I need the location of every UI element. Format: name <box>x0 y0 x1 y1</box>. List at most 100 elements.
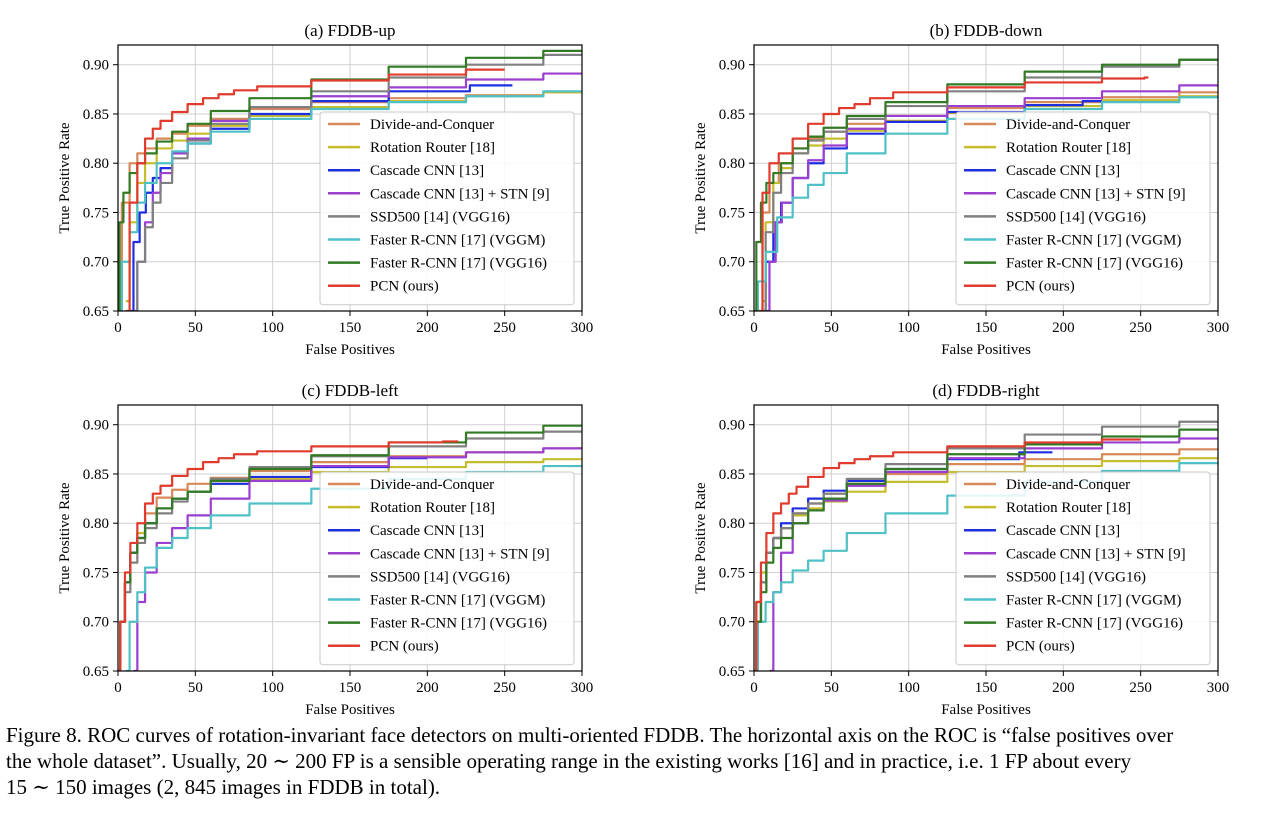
series-line-ssd500-14-vgg16 <box>761 58 1218 311</box>
series-line-pcn-ours <box>754 438 1141 671</box>
x-tick-label: 300 <box>571 680 594 696</box>
chart-title: (b) FDDB-down <box>930 21 1043 40</box>
legend-label-divide-and-conquer: Divide-and-Conquer <box>1006 477 1130 493</box>
legend-box <box>955 471 1211 666</box>
series-line-ssd500-14-vgg16 <box>133 53 582 311</box>
x-tick-label: 50 <box>188 320 203 336</box>
y-tick-label: 0.90 <box>719 58 745 74</box>
legend-label-faster-r-cnn-17-vggm: Faster R-CNN [17] (VGGM) <box>370 233 545 249</box>
x-tick-label: 150 <box>975 680 998 696</box>
legend-label-ssd500-14-vgg16: SSD500 [14] (VGG16) <box>370 569 510 585</box>
x-tick-label: 0 <box>114 680 122 696</box>
chart-title: (a) FDDB-up <box>304 21 395 40</box>
legend-label-faster-r-cnn-17-vgg16: Faster R-CNN [17] (VGG16) <box>370 616 547 632</box>
x-tick-label: 300 <box>1207 680 1230 696</box>
x-tick-label: 150 <box>339 320 362 336</box>
x-tick-label: 200 <box>416 680 439 696</box>
y-tick-label: 0.80 <box>83 516 109 532</box>
legend-label-divide-and-conquer: Divide-and-Conquer <box>370 477 494 493</box>
legend-label-divide-and-conquer: Divide-and-Conquer <box>1006 117 1130 133</box>
series-line-faster-r-cnn-17-vggm <box>754 96 1218 311</box>
legend-label-ssd500-14-vgg16: SSD500 [14] (VGG16) <box>1006 569 1146 585</box>
legend-label-ssd500-14-vgg16: SSD500 [14] (VGG16) <box>370 209 510 225</box>
x-tick-label: 150 <box>975 320 998 336</box>
y-tick-label: 0.70 <box>83 255 109 271</box>
legend-label-cascade-cnn-13: Cascade CNN [13] <box>370 163 484 179</box>
x-tick-label: 50 <box>824 320 839 336</box>
x-tick-label: 100 <box>897 320 920 336</box>
series-line-pcn-ours <box>118 440 459 671</box>
y-tick-label: 0.85 <box>83 107 109 123</box>
legend-label-cascade-cnn-13-stn-9: Cascade CNN [13] + STN [9] <box>1006 546 1186 562</box>
y-tick-label: 0.65 <box>719 664 745 680</box>
x-axis-label: False Positives <box>941 342 1031 358</box>
chart-title: (d) FDDB-right <box>932 381 1039 400</box>
x-tick-label: 0 <box>750 320 758 336</box>
y-axis-label: True Positive Rate <box>57 122 73 233</box>
x-axis-label: False Positives <box>305 342 395 358</box>
legend-label-pcn-ours: PCN (ours) <box>370 639 439 655</box>
legend: Divide-and-Conquer Rotation Router [18] Ca… <box>319 471 575 666</box>
x-tick-label: 100 <box>261 680 284 696</box>
y-tick-label: 0.65 <box>83 304 109 320</box>
y-axis-label: True Positive Rate <box>693 122 709 233</box>
series-group <box>118 49 582 311</box>
y-tick-label: 0.65 <box>83 664 109 680</box>
x-axis-label: False Positives <box>941 702 1031 718</box>
legend-label-cascade-cnn-13-stn-9: Cascade CNN [13] + STN [9] <box>370 186 550 202</box>
legend-label-cascade-cnn-13: Cascade CNN [13] <box>1006 163 1120 179</box>
series-line-cascade-cnn-13-stn-9 <box>133 447 582 671</box>
series-line-faster-r-cnn-17-vggm <box>118 90 582 311</box>
x-tick-label: 0 <box>750 680 758 696</box>
x-tick-label: 200 <box>1052 320 1075 336</box>
legend-label-faster-r-cnn-17-vggm: Faster R-CNN [17] (VGGM) <box>370 593 545 609</box>
y-tick-label: 0.90 <box>83 58 109 74</box>
legend-label-faster-r-cnn-17-vggm: Faster R-CNN [17] (VGGM) <box>1006 593 1181 609</box>
legend-label-rotation-router-18: Rotation Router [18] <box>1006 500 1131 516</box>
y-tick-label: 0.70 <box>83 615 109 631</box>
x-tick-label: 0 <box>114 320 122 336</box>
series-group <box>754 58 1218 311</box>
x-tick-label: 150 <box>339 680 362 696</box>
legend-label-divide-and-conquer: Divide-and-Conquer <box>370 117 494 133</box>
chart-fddb-right: (d) FDDB-right 0 50 100 150 200 250 300 0.65 0.70… <box>693 381 1230 718</box>
legend-label-faster-r-cnn-17-vgg16: Faster R-CNN [17] (VGG16) <box>1006 256 1183 272</box>
caption-line-2: the whole dataset”. Usually, 20 ∼ 200 FP… <box>6 749 1132 773</box>
chart-title: (c) FDDB-left <box>302 381 399 400</box>
legend-label-pcn-ours: PCN (ours) <box>1006 279 1075 295</box>
y-axis-label: True Positive Rate <box>57 482 73 593</box>
y-tick-label: 0.85 <box>719 107 745 123</box>
legend-label-cascade-cnn-13: Cascade CNN [13] <box>1006 523 1120 539</box>
legend-label-faster-r-cnn-17-vgg16: Faster R-CNN [17] (VGG16) <box>370 256 547 272</box>
legend: Divide-and-Conquer Rotation Router [18] Ca… <box>319 111 575 306</box>
y-tick-label: 0.70 <box>719 255 745 271</box>
x-tick-label: 250 <box>493 680 516 696</box>
y-tick-label: 0.90 <box>719 418 745 434</box>
x-tick-label: 300 <box>571 320 594 336</box>
y-tick-label: 0.90 <box>83 418 109 434</box>
series-group <box>118 424 582 671</box>
x-tick-label: 200 <box>1052 680 1075 696</box>
series-line-faster-r-cnn-17-vgg16 <box>754 58 1218 311</box>
legend: Divide-and-Conquer Rotation Router [18] Ca… <box>955 111 1211 306</box>
y-tick-label: 0.85 <box>83 467 109 483</box>
legend-label-pcn-ours: PCN (ours) <box>370 279 439 295</box>
legend-label-pcn-ours: PCN (ours) <box>1006 639 1075 655</box>
chart-fddb-up: (a) FDDB-up 0 50 100 150 200 250 300 0.65 0.70 0.7… <box>57 21 594 358</box>
legend-label-rotation-router-18: Rotation Router [18] <box>1006 140 1131 156</box>
x-axis-label: False Positives <box>305 702 395 718</box>
figure-caption: Figure 8. ROC curves of rotation-invaria… <box>6 722 1276 800</box>
series-line-pcn-ours <box>125 68 505 311</box>
caption-line-3: 15 ∼ 150 images (2, 845 images in FDDB i… <box>6 775 441 799</box>
legend-label-rotation-router-18: Rotation Router [18] <box>370 500 495 516</box>
series-line-cascade-cnn-13-stn-9 <box>133 72 582 311</box>
y-tick-label: 0.75 <box>83 565 109 581</box>
legend-box <box>319 111 575 306</box>
legend-label-faster-r-cnn-17-vggm: Faster R-CNN [17] (VGGM) <box>1006 233 1181 249</box>
x-tick-label: 200 <box>416 320 439 336</box>
y-tick-label: 0.65 <box>719 304 745 320</box>
legend-label-cascade-cnn-13-stn-9: Cascade CNN [13] + STN [9] <box>1006 186 1186 202</box>
chart-fddb-left: (c) FDDB-left 0 50 100 150 200 250 300 0.65 0.70 0… <box>57 381 594 718</box>
x-tick-label: 50 <box>188 680 203 696</box>
x-tick-label: 300 <box>1207 320 1230 336</box>
